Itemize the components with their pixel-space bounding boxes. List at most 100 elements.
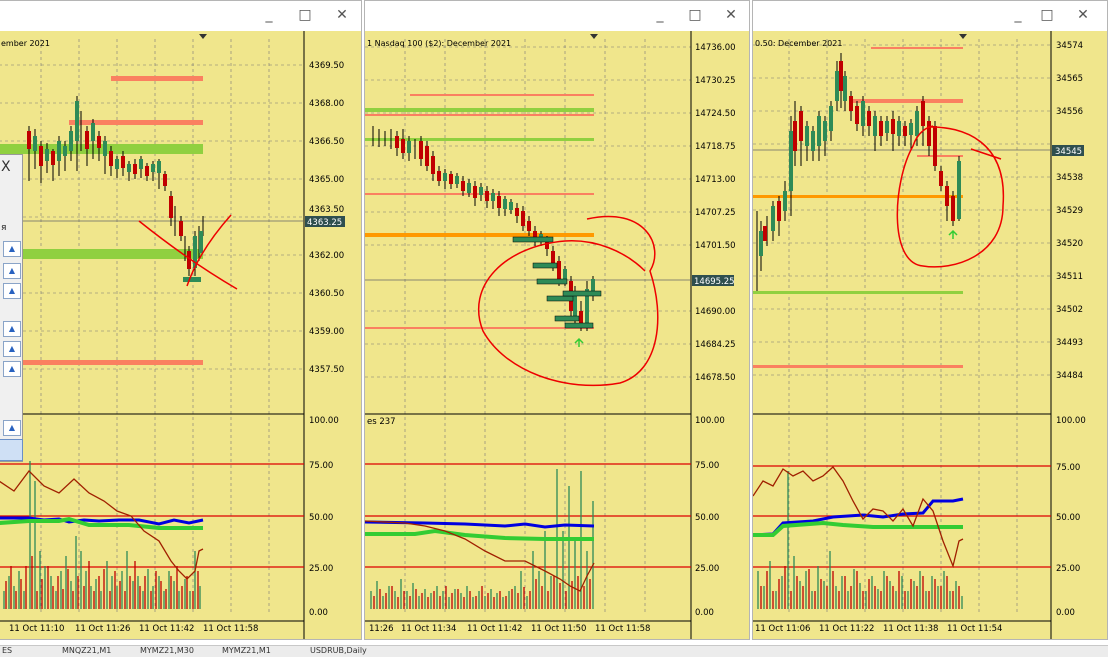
maximize-button[interactable]: □ (298, 7, 312, 23)
level-line (111, 76, 203, 81)
price-chart[interactable]: 34545 34574 34565 34556 34538 34529 3452… (753, 31, 1107, 639)
price-chart[interactable]: 14695.25 14736.00 14730.25 14724.50 1471… (365, 31, 749, 639)
chart-tab[interactable]: MNQZ21,M1 (62, 646, 112, 655)
minimize-button[interactable]: _ (656, 7, 664, 23)
arrow-up-icon (574, 337, 584, 347)
oscillator-title: es 237 (367, 417, 396, 427)
level-line (0, 360, 203, 365)
time-tick: 11 Oct 11:34 (401, 624, 456, 634)
annotation-circle (896, 125, 1005, 268)
chart-title: ember 2021 (1, 39, 50, 48)
spin-button[interactable]: ▲ (3, 263, 21, 279)
spin-button[interactable]: ▲ (3, 241, 21, 257)
close-button[interactable]: ✕ (336, 7, 348, 23)
time-tick: 11 Oct 11:42 (139, 624, 194, 634)
price-tick: 4363.50 (309, 205, 344, 215)
level-line (0, 249, 203, 259)
price-tick: 34565 (1056, 74, 1083, 84)
osc-tick: 100.00 (309, 416, 339, 426)
minimize-button[interactable]: _ (265, 7, 273, 23)
price-tick: 14701.50 (695, 241, 736, 251)
close-icon[interactable]: X (1, 159, 11, 175)
chart-tab[interactable]: ES (2, 646, 13, 655)
price-tick: 14707.25 (695, 208, 736, 218)
chart-svg: 34545 34574 34565 34556 34538 34529 3452… (753, 31, 1086, 639)
window-titlebar[interactable]: _ □ ✕ (0, 1, 361, 29)
chart-window-middle[interactable]: _ □ ✕ (364, 0, 750, 640)
osc-tick: 50.00 (1056, 513, 1080, 523)
candles (756, 53, 961, 291)
close-button[interactable]: ✕ (725, 7, 737, 23)
osc-tick: 100.00 (695, 416, 725, 426)
current-price-label: 14695.25 (694, 277, 735, 287)
price-tick: 4359.00 (309, 327, 344, 337)
chart-tab[interactable]: MYMZ21,M30 (140, 646, 194, 655)
current-price-label: 4363.25 (307, 218, 342, 228)
annotation-circle (477, 215, 659, 387)
arrow-up-icon (948, 229, 958, 239)
dialog-button[interactable] (0, 439, 23, 461)
window-titlebar[interactable]: _ □ ✕ (365, 1, 749, 29)
chart-svg: 4363.25 4369.50 4368.00 4366.50 4365.00 … (0, 31, 345, 639)
chart-window-right[interactable]: _ □ ✕ (752, 0, 1108, 640)
annotation-cross (138, 214, 238, 290)
oscillator-panel (365, 463, 691, 609)
spin-button[interactable]: ▲ (3, 283, 21, 299)
time-tick: 11 Oct 11:50 (531, 624, 586, 634)
osc-tick: 25.00 (309, 564, 333, 574)
minimize-button[interactable]: _ (1014, 7, 1022, 23)
properties-dialog[interactable]: X я ▲ ▲ ▲ ▲ ▲ ▲ ▲ (0, 154, 23, 462)
price-tick: 14736.00 (695, 43, 736, 53)
level-line (69, 120, 203, 125)
time-tick: 11 Oct 11:42 (467, 624, 522, 634)
osc-tick: 50.00 (309, 513, 333, 523)
chart-window-left[interactable]: _ □ ✕ (0, 0, 362, 640)
price-tick: 34574 (1056, 41, 1083, 51)
osc-tick: 25.00 (1056, 564, 1080, 574)
current-price-label: 34545 (1055, 147, 1082, 157)
price-tick: 14724.50 (695, 109, 736, 119)
price-tick: 34538 (1056, 173, 1083, 183)
price-tick: 4365.00 (309, 175, 344, 185)
chart-tab[interactable]: MYMZ21,M1 (222, 646, 271, 655)
time-tick: 11 Oct 11:58 (203, 624, 258, 634)
spin-button[interactable]: ▲ (3, 420, 21, 436)
time-tick: 11 Oct 11:10 (9, 624, 64, 634)
current-price-marker (1052, 145, 1084, 156)
oscillator-panel (0, 461, 304, 609)
shift-marker-icon (590, 34, 598, 39)
spin-button[interactable]: ▲ (3, 341, 21, 357)
spin-button[interactable]: ▲ (3, 321, 21, 337)
shift-marker-icon (959, 34, 967, 39)
price-tick: 34529 (1056, 206, 1083, 216)
price-tick: 14684.25 (695, 340, 736, 350)
price-tick: 4357.50 (309, 365, 344, 375)
maximize-button[interactable]: □ (1040, 7, 1054, 23)
osc-tick: 0.00 (309, 608, 328, 618)
price-tick: 14718.75 (695, 142, 736, 152)
time-tick: 11 Oct 11:38 (883, 624, 938, 634)
price-tick: 14690.00 (695, 307, 736, 317)
chart-svg: 14695.25 14736.00 14730.25 14724.50 1471… (365, 31, 736, 639)
current-price-marker (305, 216, 345, 227)
spin-button[interactable]: ▲ (3, 361, 21, 377)
maximize-button[interactable]: □ (688, 7, 702, 23)
price-tick: 4360.50 (309, 289, 344, 299)
osc-tick: 75.00 (695, 461, 719, 471)
chart-title: 1 Nasdaq 100 ($2): December 2021 (367, 39, 511, 48)
price-tick: 14713.00 (695, 175, 736, 185)
price-chart[interactable]: 4363.25 4369.50 4368.00 4366.50 4365.00 … (0, 31, 361, 639)
osc-tick: 50.00 (695, 513, 719, 523)
oscillator-panel (753, 465, 1051, 609)
close-button[interactable]: ✕ (1077, 7, 1089, 23)
osc-tick: 75.00 (309, 461, 333, 471)
chart-tab[interactable]: USDRUB,Daily (310, 646, 367, 655)
time-tick: 11 Oct 11:54 (947, 624, 1002, 634)
price-tick: 34511 (1056, 272, 1083, 282)
price-tick: 4368.00 (309, 99, 344, 109)
osc-tick: 0.00 (1056, 608, 1075, 618)
osc-tick: 0.00 (695, 608, 714, 618)
price-tick: 4366.50 (309, 137, 344, 147)
window-titlebar[interactable]: _ □ ✕ (753, 1, 1107, 29)
price-tick: 4362.00 (309, 251, 344, 261)
